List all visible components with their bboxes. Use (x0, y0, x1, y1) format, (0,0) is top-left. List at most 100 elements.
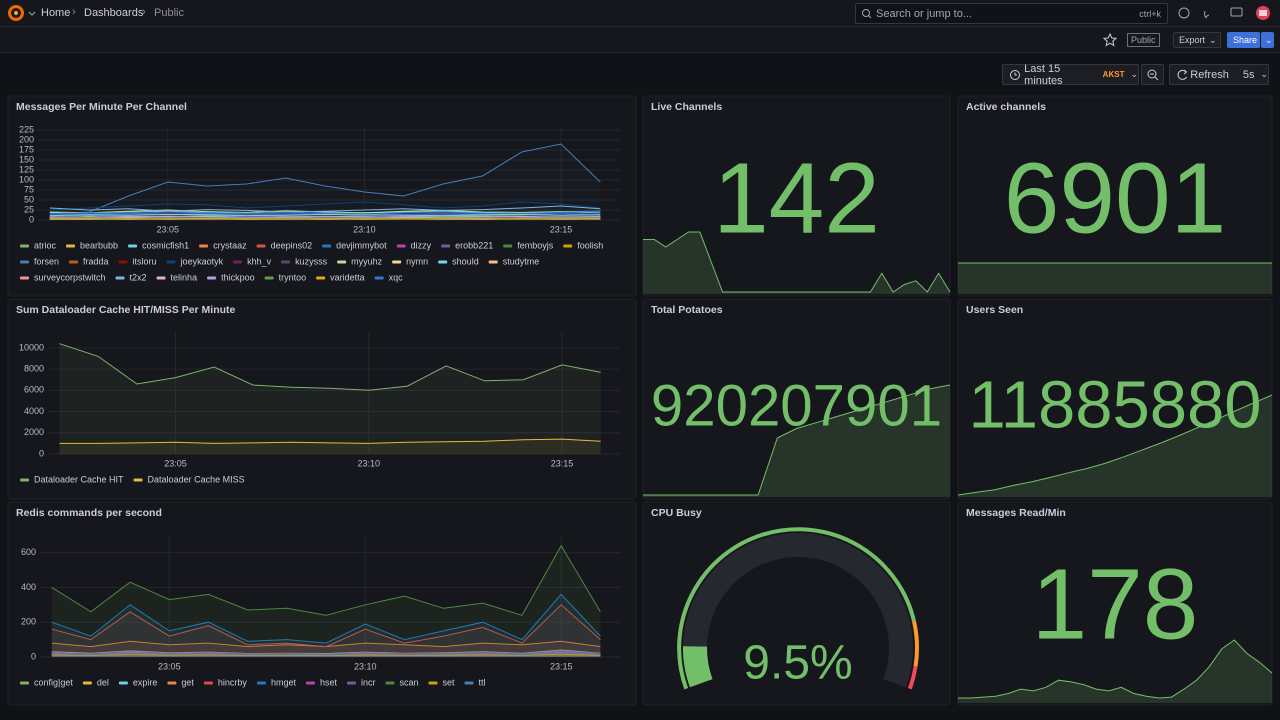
y-tick-label: 0 (29, 214, 34, 224)
legend-label[interactable]: nymn (406, 256, 428, 266)
legend-swatch (281, 260, 291, 264)
panel-title[interactable]: Active channels (966, 101, 1046, 113)
legend-label[interactable]: khh_v (247, 256, 272, 266)
share-dropdown[interactable]: ⌄ (1261, 32, 1274, 48)
share-label: Share (1233, 35, 1258, 45)
legend-label[interactable]: should (452, 256, 479, 266)
breadcrumb[interactable]: Home (41, 7, 71, 19)
legend-label[interactable]: incr (361, 677, 376, 687)
legend-label[interactable]: myyuhz (351, 256, 383, 266)
legend-label[interactable]: bearbubb (80, 240, 118, 250)
panel-title[interactable]: Sum Dataloader Cache HIT/MISS Per Minute (16, 304, 236, 316)
y-tick-label: 400 (21, 582, 36, 592)
legend-label[interactable]: t2x2 (130, 272, 147, 282)
legend-swatch (428, 681, 438, 685)
sparkline-area (643, 385, 950, 497)
area-fill (51, 652, 601, 657)
legend-swatch (256, 681, 266, 685)
legend-label[interactable]: deepins02 (271, 240, 313, 250)
panel-title[interactable]: Redis commands per second (16, 507, 162, 519)
x-tick-label: 23:15 (550, 224, 573, 234)
x-tick-label: 23:10 (358, 458, 381, 468)
legend-label[interactable]: xqc (389, 272, 404, 282)
time-range-picker[interactable]: Last 15 minutes AKST ⌄ (1002, 62, 1139, 87)
legend-label[interactable]: set (443, 677, 456, 687)
legend-label[interactable]: Dataloader Cache HIT (34, 474, 124, 484)
legend-label[interactable]: studytme (503, 256, 540, 266)
legend-label[interactable]: del (97, 677, 109, 687)
panel (642, 95, 951, 297)
panel-title[interactable]: Messages Read/Min (966, 507, 1066, 519)
legend-label[interactable]: femboyjs (517, 240, 554, 250)
star-icon[interactable] (1103, 33, 1117, 47)
search-box[interactable]: Search or jump to... ctrl+k (855, 3, 1168, 24)
legend-label[interactable]: hset (320, 677, 338, 687)
legend-label[interactable]: erobb221 (455, 240, 493, 250)
zoom-out-button[interactable] (1141, 64, 1164, 85)
gauge-value (683, 646, 713, 688)
legend-label[interactable]: ttl (479, 677, 486, 687)
legend-label[interactable]: crystaaz (213, 240, 247, 250)
legend-label[interactable]: foolish (577, 240, 603, 250)
legend-label[interactable]: thickpoo (221, 272, 255, 282)
y-tick-label: 75 (24, 184, 34, 194)
legend-label[interactable]: varidetta (330, 272, 365, 282)
y-tick-label: 200 (19, 134, 34, 144)
area-fill (51, 545, 601, 657)
top-icons[interactable] (1176, 6, 1276, 22)
panel-title[interactable]: Messages Per Minute Per Channel (16, 101, 187, 113)
legend-label[interactable]: joeykaotyk (180, 256, 224, 266)
y-tick-label: 225 (19, 124, 34, 134)
legend-swatch (346, 681, 356, 685)
panel-title[interactable]: Live Channels (651, 101, 722, 113)
legend-swatch (264, 276, 274, 280)
legend-label[interactable]: forsen (34, 256, 59, 266)
legend-label[interactable]: config|get (34, 677, 73, 687)
refresh-interval: 5s (1242, 68, 1255, 81)
y-tick-label: 150 (19, 154, 34, 164)
legend-swatch (392, 260, 402, 264)
legend-label[interactable]: dizzy (411, 240, 432, 250)
y-tick-label: 25 (24, 204, 34, 214)
series-line (51, 544, 601, 616)
panel-title[interactable]: Total Potatoes (651, 304, 723, 316)
legend-label[interactable]: atrioc (34, 240, 57, 250)
legend-label[interactable]: expire (133, 677, 158, 687)
sparkline (957, 394, 1273, 496)
y-tick-label: 125 (19, 164, 34, 174)
legend-label[interactable]: get (181, 677, 194, 687)
y-tick-label: 10000 (19, 342, 44, 352)
legend-label[interactable]: surveycorpstwitch (34, 272, 106, 282)
panel-title[interactable]: Users Seen (966, 304, 1023, 316)
y-tick-label: 175 (19, 144, 34, 154)
legend-label[interactable]: telinha (171, 272, 198, 282)
legend-label[interactable]: hmget (271, 677, 297, 687)
y-tick-label: 4000 (24, 406, 44, 416)
series-line (59, 343, 601, 391)
stat-value: 178 (1032, 548, 1199, 660)
breadcrumb[interactable]: Dashboards (84, 7, 144, 19)
share-button[interactable]: Share (1227, 32, 1260, 48)
legend-label[interactable]: kuzysss (295, 256, 328, 266)
legend-label[interactable]: devjimmybot (336, 240, 387, 250)
legend-swatch (20, 478, 29, 482)
legend-label[interactable]: fradda (83, 256, 109, 266)
legend-swatch (305, 681, 315, 685)
panel-title[interactable]: CPU Busy (651, 507, 702, 519)
refresh-picker[interactable]: Refresh 5s ⌄ (1169, 64, 1269, 85)
export-button[interactable]: Export ⌄ (1173, 32, 1221, 48)
export-label: Export (1179, 35, 1206, 45)
legend-label[interactable]: Dataloader Cache MISS (148, 474, 245, 484)
legend-label[interactable]: cosmicfish1 (142, 240, 189, 250)
legend-swatch (256, 244, 266, 248)
grafana-logo[interactable] (8, 5, 38, 22)
legend-swatch (199, 244, 209, 248)
time-range: Last 15 minutes (1024, 62, 1063, 87)
x-tick-label: 23:15 (551, 458, 574, 468)
legend-label[interactable]: hincrby (218, 677, 248, 687)
legend-label[interactable]: itsloru (133, 256, 157, 266)
top-bar: Home › Dashboards › Public Search or jum… (0, 0, 1280, 27)
legend-label[interactable]: scan (399, 677, 418, 687)
legend-label[interactable]: tryntoo (279, 272, 307, 282)
x-tick-label: 23:05 (158, 661, 181, 671)
